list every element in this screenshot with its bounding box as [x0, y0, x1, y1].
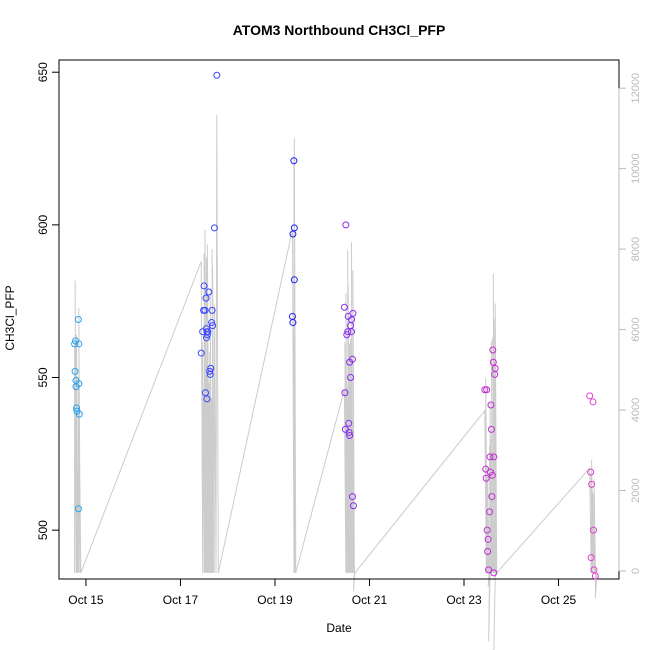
- data-point: [486, 453, 494, 461]
- data-point: [489, 346, 497, 354]
- data-point: [347, 374, 355, 382]
- y-left-tick-label: 650: [36, 62, 50, 82]
- data-point: [487, 425, 495, 433]
- data-point: [588, 480, 596, 488]
- data-point: [75, 380, 83, 388]
- data-point: [349, 309, 357, 317]
- data-point: [589, 526, 597, 534]
- x-tick-label: Oct 25: [541, 593, 577, 607]
- data-point: [481, 386, 489, 394]
- data-point: [203, 395, 211, 403]
- data-point: [202, 294, 210, 302]
- data-point: [209, 322, 217, 330]
- data-point: [587, 468, 595, 476]
- data-point: [346, 432, 354, 440]
- x-tick-label: Oct 19: [257, 593, 293, 607]
- data-point: [483, 386, 491, 394]
- data-point: [484, 535, 492, 543]
- data-point: [213, 71, 221, 79]
- data-point: [210, 224, 218, 232]
- data-point: [345, 428, 353, 436]
- y-right-tick-label: 10000: [630, 153, 642, 184]
- data-point: [75, 340, 83, 348]
- data-point: [72, 404, 80, 412]
- data-point: [340, 303, 348, 311]
- data-point: [74, 505, 82, 513]
- data-point: [490, 569, 498, 577]
- data-point: [290, 276, 298, 284]
- data-point: [587, 554, 595, 562]
- data-point: [208, 319, 216, 327]
- x-axis: Oct 15 Oct 17 Oct 19 Oct 21 Oct 23 Oct 25: [68, 578, 577, 607]
- data-point: [201, 306, 209, 314]
- right-axis-line-series: [74, 114, 598, 650]
- data-points: [71, 71, 599, 580]
- data-point: [348, 355, 356, 363]
- data-point: [586, 392, 594, 400]
- data-point: [197, 349, 205, 357]
- data-point: [345, 419, 353, 427]
- chart-title: ATOM3 Northbound CH3Cl_PFP: [233, 22, 446, 38]
- data-point: [290, 224, 298, 232]
- y-right-tick-label: 12000: [630, 73, 642, 104]
- data-point: [342, 221, 350, 229]
- data-point: [71, 367, 79, 375]
- y-right-tick-label: 4000: [630, 398, 642, 422]
- y-left-tick-label: 500: [36, 520, 50, 540]
- data-point: [206, 367, 214, 375]
- data-point: [208, 306, 216, 314]
- x-tick-label: Oct 21: [352, 593, 388, 607]
- y-left-tick-label: 550: [36, 367, 50, 387]
- data-point: [482, 465, 490, 473]
- y-left-tick-label: 600: [36, 215, 50, 235]
- data-point: [488, 493, 496, 501]
- data-point: [589, 398, 597, 406]
- y-axis-label: CH3Cl_PFP: [3, 285, 17, 350]
- data-point: [487, 401, 495, 409]
- x-tick-label: Oct 15: [68, 593, 104, 607]
- data-point: [484, 548, 492, 556]
- data-point: [348, 328, 356, 336]
- data-point: [74, 316, 82, 323]
- data-point: [207, 364, 215, 372]
- data-point: [482, 474, 490, 482]
- data-point: [486, 508, 494, 516]
- data-point: [204, 328, 212, 336]
- data-point: [203, 331, 211, 339]
- data-point: [488, 471, 496, 479]
- data-point: [289, 319, 297, 327]
- x-tick-label: Oct 17: [163, 593, 199, 607]
- data-point: [349, 502, 357, 510]
- y-right-tick-label: 2000: [630, 478, 642, 502]
- data-point: [485, 566, 493, 574]
- data-point: [491, 364, 499, 372]
- data-point: [344, 328, 352, 336]
- x-axis-label: Date: [326, 621, 352, 635]
- data-point: [71, 340, 79, 348]
- data-point: [205, 288, 213, 296]
- data-point: [290, 157, 298, 165]
- data-point: [341, 389, 349, 397]
- data-point: [343, 331, 351, 339]
- data-point: [200, 282, 208, 290]
- data-point: [75, 410, 83, 418]
- data-point: [483, 526, 491, 534]
- y-right-tick-label: 6000: [630, 317, 642, 341]
- data-point: [489, 358, 497, 366]
- data-point: [591, 572, 599, 580]
- y-axis-left: 500 550 600 650: [36, 62, 60, 540]
- data-point: [348, 493, 356, 501]
- y-axis-right: 0 2000 4000 6000 8000 10000 12000: [618, 73, 642, 574]
- y-right-tick-label: 8000: [630, 237, 642, 261]
- y-right-tick-label: 0: [630, 568, 642, 574]
- gray-line-series: [74, 114, 598, 650]
- x-tick-label: Oct 23: [446, 593, 482, 607]
- plot-frame: [58, 59, 620, 580]
- data-point: [490, 453, 498, 461]
